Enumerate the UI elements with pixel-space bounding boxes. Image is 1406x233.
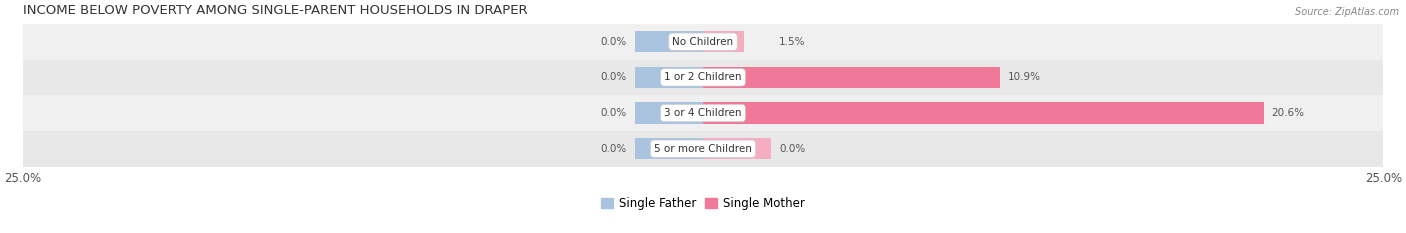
Text: 1 or 2 Children: 1 or 2 Children — [664, 72, 742, 82]
Text: INCOME BELOW POVERTY AMONG SINGLE-PARENT HOUSEHOLDS IN DRAPER: INCOME BELOW POVERTY AMONG SINGLE-PARENT… — [22, 4, 527, 17]
Bar — [636, 138, 703, 159]
Bar — [703, 67, 1000, 88]
Text: 0.0%: 0.0% — [600, 72, 627, 82]
Bar — [703, 102, 1264, 124]
Text: 0.0%: 0.0% — [600, 108, 627, 118]
Text: 20.6%: 20.6% — [1271, 108, 1305, 118]
Text: Source: ZipAtlas.com: Source: ZipAtlas.com — [1295, 7, 1399, 17]
Bar — [22, 24, 1384, 60]
Text: 3 or 4 Children: 3 or 4 Children — [664, 108, 742, 118]
Bar — [22, 131, 1384, 167]
Text: No Children: No Children — [672, 37, 734, 47]
Text: 0.0%: 0.0% — [779, 144, 806, 154]
Bar — [636, 102, 703, 124]
Text: 1.5%: 1.5% — [779, 37, 806, 47]
Text: 0.0%: 0.0% — [600, 37, 627, 47]
Bar — [636, 67, 703, 88]
Legend: Single Father, Single Mother: Single Father, Single Mother — [596, 192, 810, 215]
Bar — [703, 31, 744, 52]
Text: 10.9%: 10.9% — [1008, 72, 1040, 82]
Text: 5 or more Children: 5 or more Children — [654, 144, 752, 154]
Text: 0.0%: 0.0% — [600, 144, 627, 154]
Bar — [22, 60, 1384, 95]
Bar — [703, 138, 770, 159]
Bar — [22, 95, 1384, 131]
Bar — [636, 31, 703, 52]
